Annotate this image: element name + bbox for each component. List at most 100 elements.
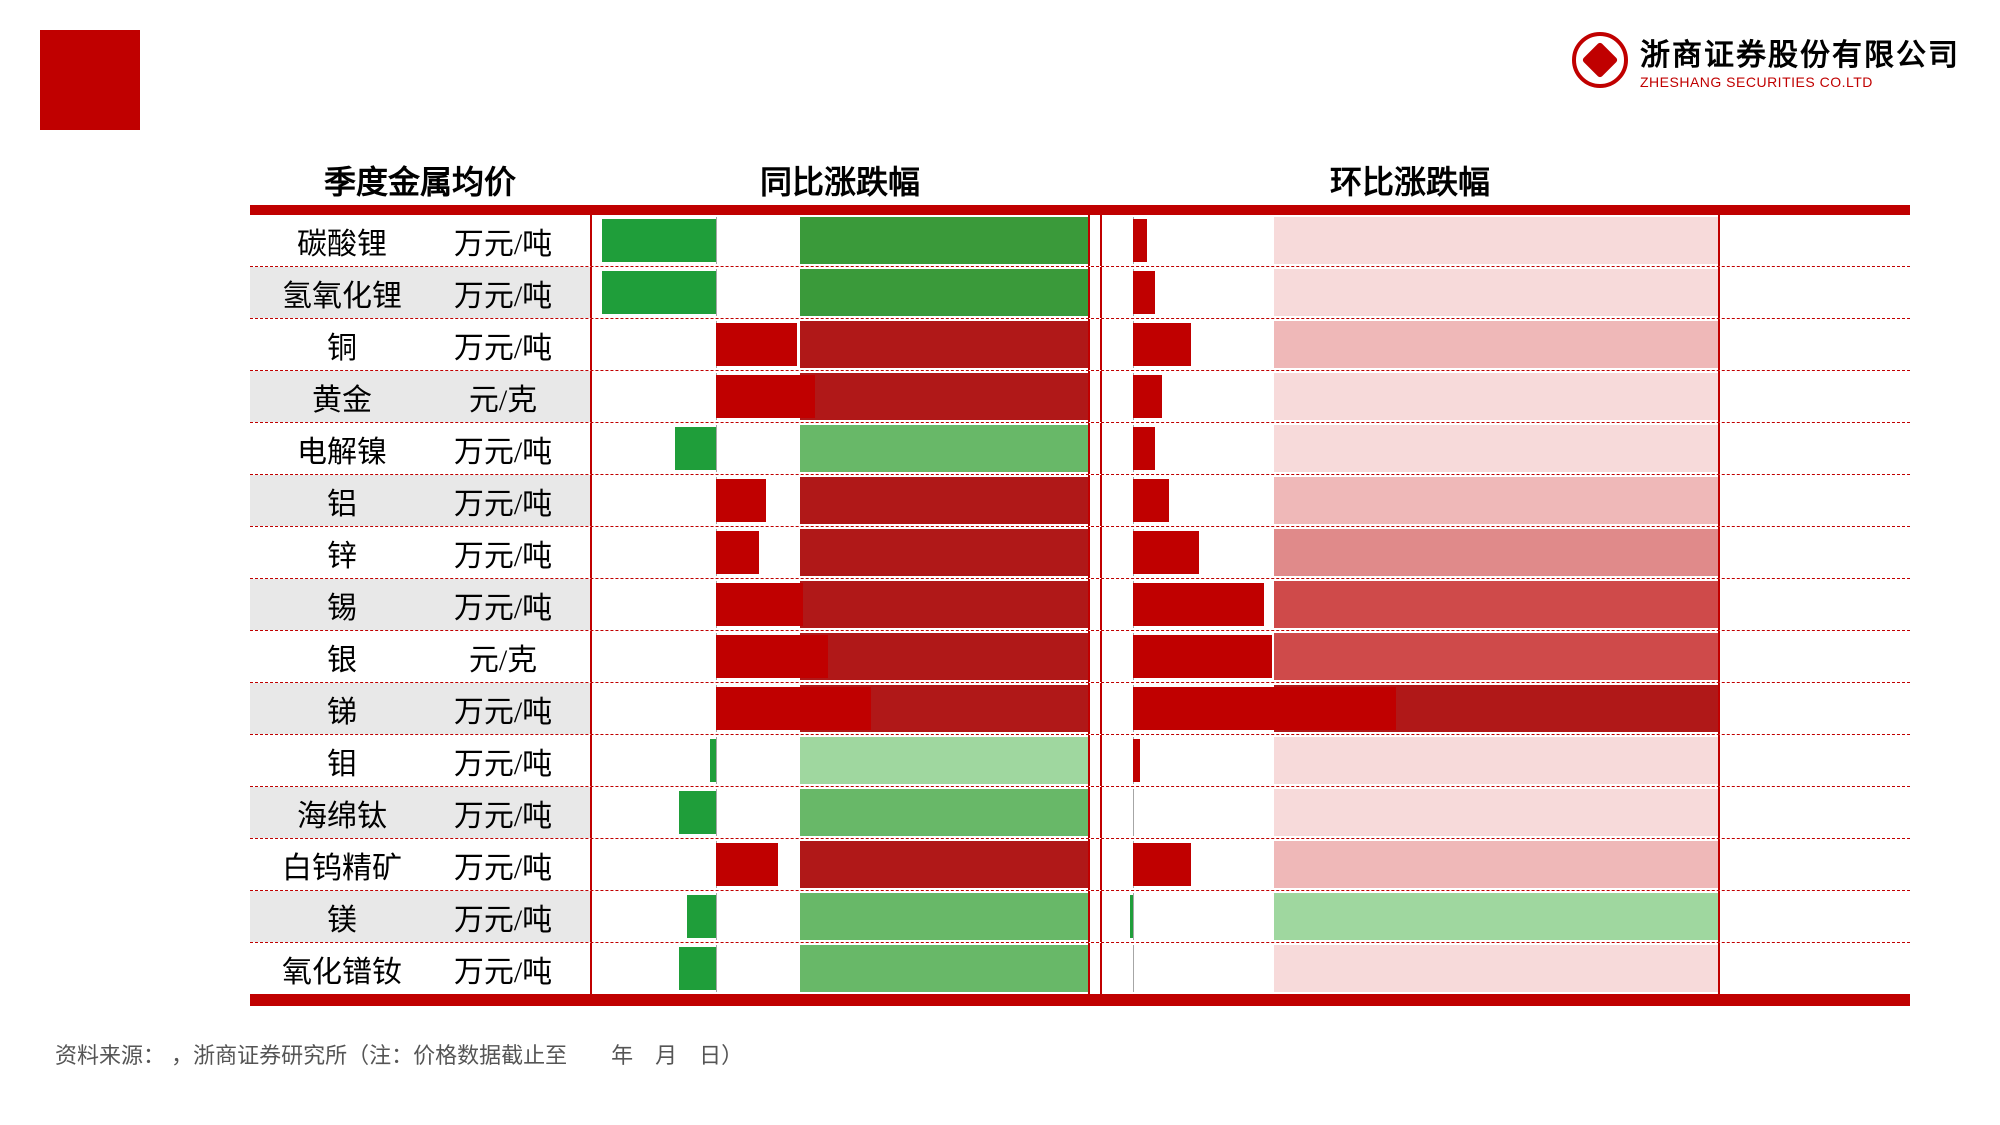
qoq-heat	[1274, 217, 1718, 264]
yoy-heat	[800, 737, 1088, 784]
metal-name: 铝	[272, 479, 412, 523]
qoq-cell	[1100, 527, 1720, 578]
qoq-heat	[1274, 893, 1718, 940]
metal-name: 氢氧化锂	[272, 271, 412, 315]
yoy-bar	[716, 843, 778, 886]
logo-english: ZHESHANG SECURITIES CO.LTD	[1640, 74, 1960, 90]
metals-price-table: 季度金属均价 同比涨跌幅 环比涨跌幅 碳酸锂 万元/吨 氢氧化锂	[250, 155, 1910, 1006]
row-label: 铜 万元/吨	[250, 319, 590, 370]
qoq-bar	[1133, 427, 1155, 470]
yoy-heat	[800, 477, 1088, 524]
qoq-cell	[1100, 423, 1720, 474]
metal-name: 银	[272, 635, 412, 679]
yoy-zero-line	[716, 269, 717, 316]
metal-name: 铜	[272, 323, 412, 367]
yoy-zero-line	[716, 789, 717, 836]
unit-label: 万元/吨	[438, 479, 568, 523]
yoy-bar	[710, 739, 716, 782]
qoq-bar	[1133, 271, 1155, 314]
table-row: 白钨精矿 万元/吨	[250, 839, 1910, 891]
row-label: 氢氧化锂 万元/吨	[250, 267, 590, 318]
qoq-bar	[1133, 687, 1396, 730]
qoq-cell	[1100, 683, 1720, 734]
metal-name: 镁	[272, 895, 412, 939]
header-qoq: 环比涨跌幅	[1100, 157, 1720, 203]
qoq-heat	[1274, 789, 1718, 836]
table-row: 钼 万元/吨	[250, 735, 1910, 787]
qoq-cell	[1100, 891, 1720, 942]
qoq-bar	[1133, 323, 1192, 366]
qoq-heat	[1274, 633, 1718, 680]
qoq-cell	[1100, 215, 1720, 266]
table-row: 氧化镨钕 万元/吨	[250, 943, 1910, 995]
metal-name: 锡	[272, 583, 412, 627]
table-row: 锡 万元/吨	[250, 579, 1910, 631]
table-row: 氢氧化锂 万元/吨	[250, 267, 1910, 319]
qoq-heat	[1274, 529, 1718, 576]
yoy-cell	[590, 839, 1090, 890]
metal-name: 黄金	[272, 375, 412, 419]
yoy-heat	[800, 581, 1088, 628]
yoy-bar	[675, 427, 716, 470]
metal-name: 电解镍	[272, 427, 412, 471]
unit-label: 万元/吨	[438, 323, 568, 367]
yoy-zero-line	[716, 217, 717, 264]
qoq-bar	[1133, 635, 1272, 678]
qoq-cell	[1100, 943, 1720, 994]
unit-label: 元/克	[438, 375, 568, 419]
qoq-bar	[1133, 531, 1199, 574]
table-row: 铜 万元/吨	[250, 319, 1910, 371]
row-label: 碳酸锂 万元/吨	[250, 215, 590, 266]
yoy-bar	[716, 583, 803, 626]
unit-label: 万元/吨	[438, 271, 568, 315]
yoy-cell	[590, 683, 1090, 734]
qoq-cell	[1100, 579, 1720, 630]
header-yoy: 同比涨跌幅	[590, 157, 1090, 203]
qoq-cell	[1100, 839, 1720, 890]
unit-label: 万元/吨	[438, 843, 568, 887]
header-divider	[250, 205, 1910, 215]
qoq-bar	[1133, 219, 1148, 262]
qoq-bar	[1133, 739, 1140, 782]
unit-label: 万元/吨	[438, 947, 568, 991]
qoq-bar	[1130, 895, 1133, 938]
row-label: 海绵钛 万元/吨	[250, 787, 590, 838]
qoq-heat	[1274, 269, 1718, 316]
yoy-cell	[590, 371, 1090, 422]
yoy-cell	[590, 319, 1090, 370]
table-row: 海绵钛 万元/吨	[250, 787, 1910, 839]
table-row: 锌 万元/吨	[250, 527, 1910, 579]
table-row: 黄金 元/克	[250, 371, 1910, 423]
yoy-cell	[590, 423, 1090, 474]
yoy-cell	[590, 787, 1090, 838]
yoy-heat	[800, 789, 1088, 836]
yoy-heat	[800, 633, 1088, 680]
metal-name: 白钨精矿	[272, 843, 412, 887]
yoy-zero-line	[716, 425, 717, 472]
yoy-bar	[679, 791, 716, 834]
metal-name: 碳酸锂	[272, 219, 412, 263]
qoq-zero-line	[1133, 789, 1134, 836]
yoy-heat	[800, 945, 1088, 992]
qoq-cell	[1100, 319, 1720, 370]
logo-icon	[1572, 32, 1628, 88]
qoq-cell	[1100, 735, 1720, 786]
yoy-heat	[800, 841, 1088, 888]
row-label: 铝 万元/吨	[250, 475, 590, 526]
qoq-bar	[1133, 843, 1192, 886]
yoy-heat	[800, 373, 1088, 420]
yoy-bar	[716, 323, 797, 366]
metal-name: 氧化镨钕	[272, 947, 412, 991]
yoy-bar	[716, 531, 759, 574]
unit-label: 万元/吨	[438, 583, 568, 627]
yoy-bar	[716, 375, 815, 418]
row-label: 电解镍 万元/吨	[250, 423, 590, 474]
header-price: 季度金属均价	[250, 157, 590, 203]
yoy-heat	[800, 269, 1088, 316]
qoq-heat	[1274, 373, 1718, 420]
qoq-cell	[1100, 475, 1720, 526]
metal-name: 锑	[272, 687, 412, 731]
row-label: 黄金 元/克	[250, 371, 590, 422]
yoy-bar	[679, 947, 716, 990]
unit-label: 万元/吨	[438, 427, 568, 471]
